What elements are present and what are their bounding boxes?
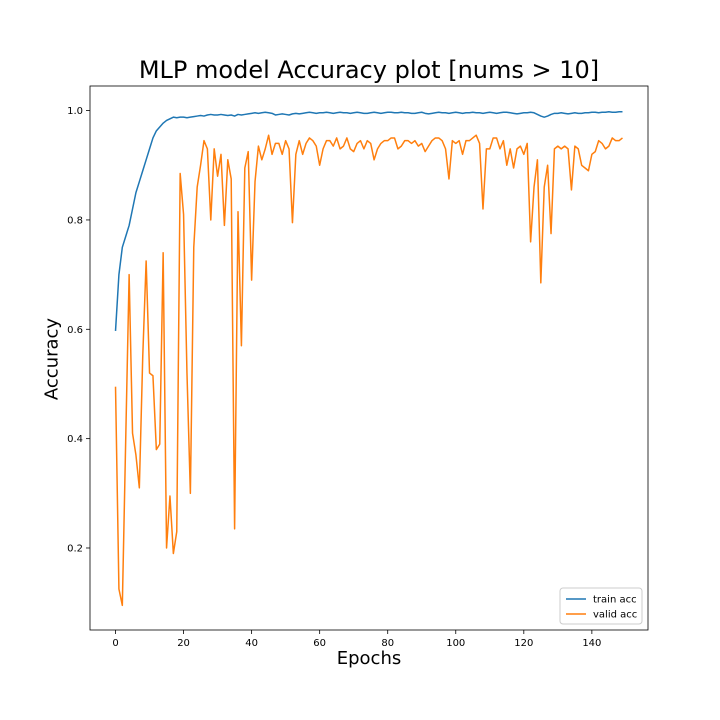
legend-label-0: train acc [593,595,637,606]
chart-title: MLP model Accuracy plot [nums > 10] [138,56,600,84]
legend-box [559,587,643,625]
x-tick-label-2: 40 [245,638,258,649]
plot-frame [89,85,649,631]
legend: train acc valid acc [559,587,643,625]
y-tick-label-3: 0.8 [67,215,83,226]
y-tick-label-2: 0.6 [67,325,83,336]
x-tick-label-5: 100 [446,638,465,649]
axes-layer: 0 20 40 60 80 100 120 140 0.2 0.4 0.6 0.8 1.0 [67,85,649,649]
x-tick-label-0: 0 [112,638,118,649]
series-layer [114,110,623,607]
x-tick-label-4: 80 [381,638,394,649]
y-tick-label-1: 0.4 [67,434,83,445]
y-tick-label-0: 0.2 [67,543,83,554]
y-tick-label-4: 1.0 [67,106,83,117]
x-tick-label-6: 120 [514,638,533,649]
series-line-1 [114,134,623,607]
x-tick-label-7: 140 [582,638,601,649]
x-tick-label-1: 20 [177,638,190,649]
x-axis-label: Epochs [336,648,402,669]
x-tick-label-3: 60 [313,638,326,649]
legend-label-1: valid acc [593,610,637,621]
y-axis-label: Accuracy [41,317,63,401]
series-line-0 [114,110,623,331]
